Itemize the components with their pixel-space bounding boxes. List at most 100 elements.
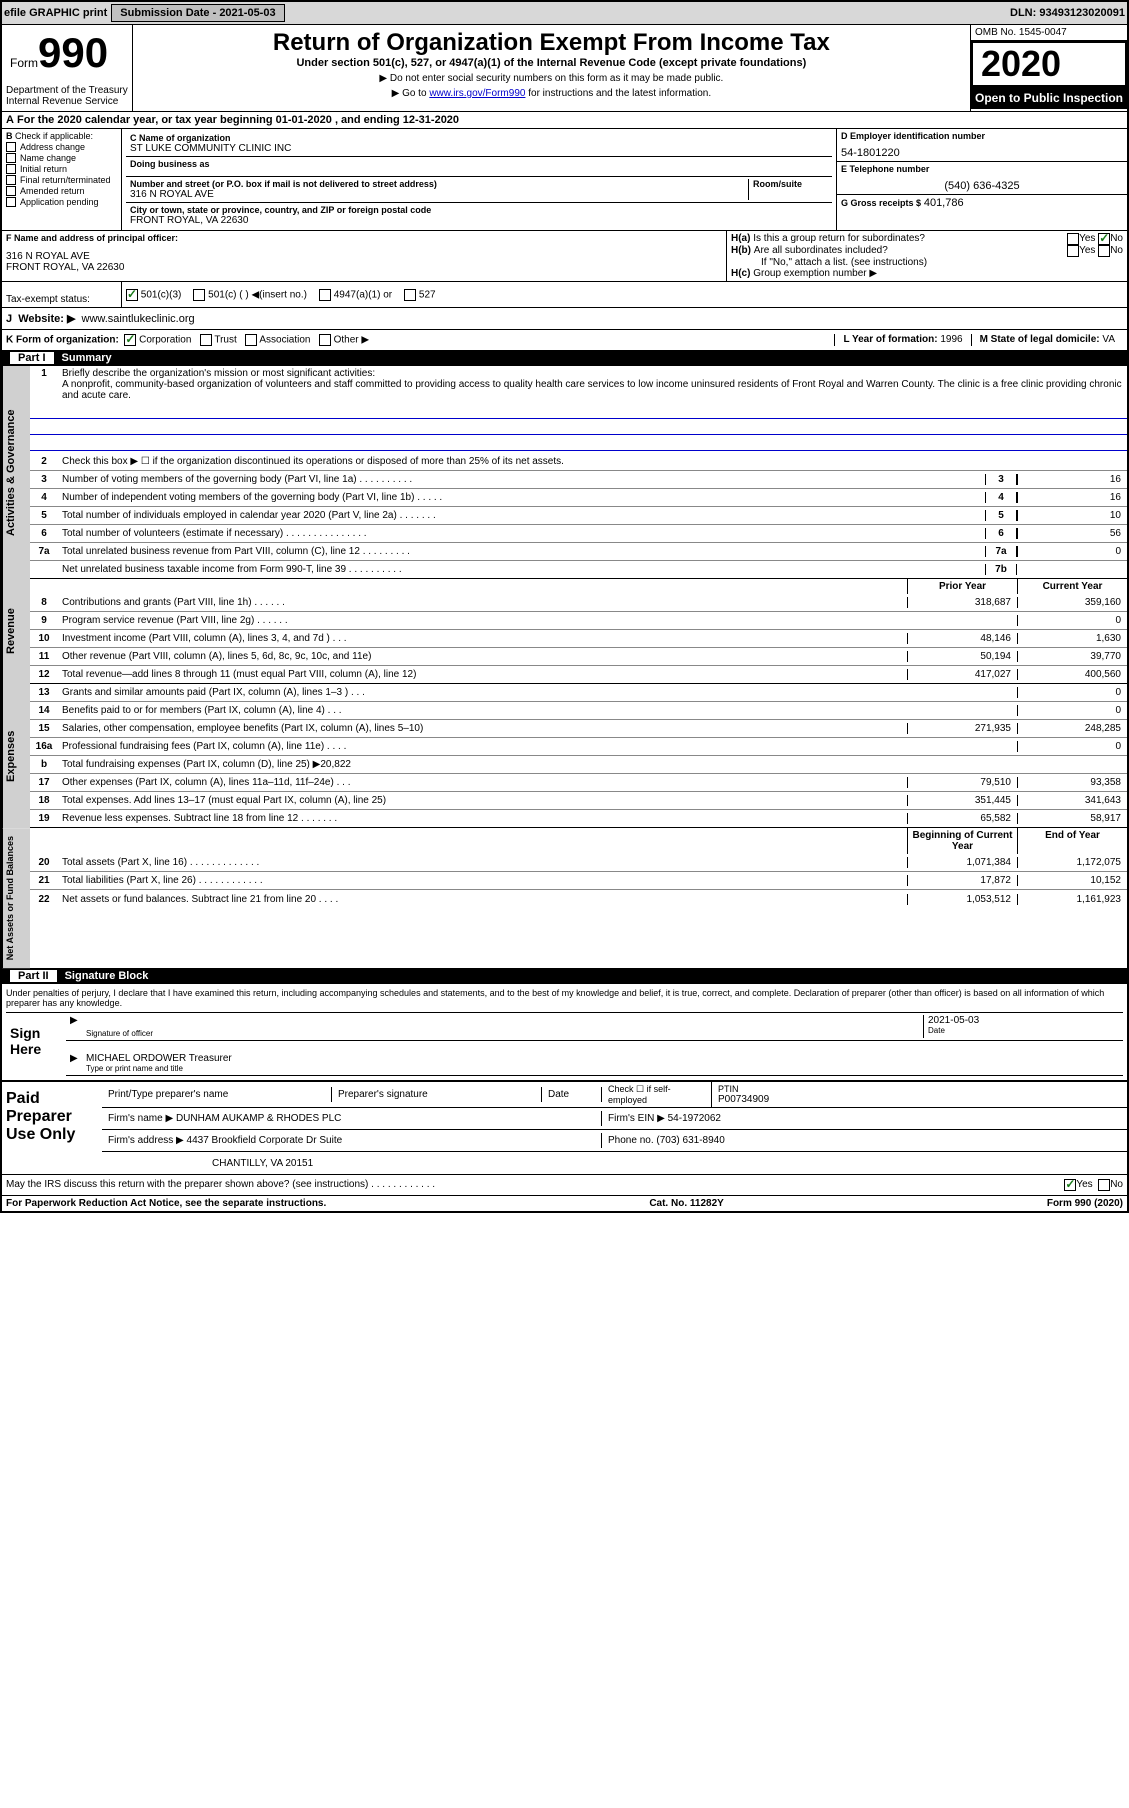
l13-current: 0 — [1017, 687, 1127, 698]
l12-prior: 417,027 — [907, 669, 1017, 680]
firm-addr1: 4437 Brookfield Corporate Dr Suite — [187, 1135, 343, 1146]
l10-current: 1,630 — [1017, 633, 1127, 644]
check-column: B Check if applicable: Address change Na… — [2, 129, 122, 230]
line4-value: 16 — [1017, 492, 1127, 503]
l9-current: 0 — [1017, 615, 1127, 626]
l19-prior: 65,582 — [907, 813, 1017, 824]
declaration-text: Under penalties of perjury, I declare th… — [6, 988, 1123, 1008]
final-return-checkbox[interactable] — [6, 175, 16, 185]
l20-current: 1,172,075 — [1017, 857, 1127, 868]
sign-here-label: Sign Here — [6, 1013, 66, 1076]
501c3-checkbox[interactable] — [126, 289, 138, 301]
l18-prior: 351,445 — [907, 795, 1017, 806]
discuss-yes-checkbox[interactable] — [1064, 1179, 1076, 1191]
discuss-text: May the IRS discuss this return with the… — [6, 1179, 1064, 1191]
l21-current: 10,152 — [1017, 875, 1127, 886]
netassets-sidebar: Net Assets or Fund Balances — [2, 828, 30, 968]
l16a-current: 0 — [1017, 741, 1127, 752]
org-name: ST LUKE COMMUNITY CLINIC INC — [130, 143, 828, 154]
end-year-header: End of Year — [1017, 828, 1127, 854]
firm-name: DUNHAM AUKAMP & RHODES PLC — [176, 1113, 341, 1124]
paperwork-notice: For Paperwork Reduction Act Notice, see … — [6, 1198, 326, 1209]
association-checkbox[interactable] — [245, 334, 257, 346]
efile-label: efile GRAPHIC print — [4, 7, 107, 19]
website-value: www.saintlukeclinic.org — [82, 313, 195, 325]
initial-return-checkbox[interactable] — [6, 164, 16, 174]
submission-date: Submission Date - 2021-05-03 — [111, 4, 284, 22]
l15-prior: 271,935 — [907, 723, 1017, 734]
prior-year-header: Prior Year — [907, 579, 1017, 594]
l17-current: 93,358 — [1017, 777, 1127, 788]
hb-yes-checkbox[interactable] — [1067, 245, 1079, 257]
l21-prior: 17,872 — [907, 875, 1017, 886]
sig-date: 2021-05-03 — [928, 1015, 1123, 1026]
trust-checkbox[interactable] — [200, 334, 212, 346]
name-change-checkbox[interactable] — [6, 153, 16, 163]
year-formation: 1996 — [940, 334, 962, 345]
begin-year-header: Beginning of Current Year — [907, 828, 1017, 854]
dln-label: DLN: 93493123020091 — [1010, 7, 1125, 19]
firm-phone: (703) 631-8940 — [656, 1135, 724, 1146]
discuss-no-checkbox[interactable] — [1098, 1179, 1110, 1191]
l17-prior: 79,510 — [907, 777, 1017, 788]
org-block: C Name of organizationST LUKE COMMUNITY … — [122, 129, 837, 230]
form-footer: Form 990 (2020) — [1047, 1198, 1123, 1209]
l8-prior: 318,687 — [907, 597, 1017, 608]
org-city: FRONT ROYAL, VA 22630 — [130, 215, 828, 226]
ha-no-checkbox[interactable] — [1098, 233, 1110, 245]
part1-header: Part I Summary — [2, 350, 1127, 366]
l15-current: 248,285 — [1017, 723, 1127, 734]
mission-text: A nonprofit, community-based organizatio… — [62, 379, 1122, 401]
org-address: 316 N ROYAL AVE — [130, 189, 748, 200]
revenue-sidebar: Revenue — [2, 579, 30, 684]
form-label: Form — [10, 56, 38, 70]
527-checkbox[interactable] — [404, 289, 416, 301]
other-checkbox[interactable] — [319, 334, 331, 346]
line3-value: 16 — [1017, 474, 1127, 485]
paid-preparer-label: Paid Preparer Use Only — [2, 1082, 102, 1174]
corporation-checkbox[interactable] — [124, 334, 136, 346]
line5-value: 10 — [1017, 510, 1127, 521]
l20-prior: 1,071,384 — [907, 857, 1017, 868]
tax-status-label: Tax-exempt status: — [6, 294, 90, 305]
department-label: Department of the Treasury Internal Reve… — [2, 81, 133, 111]
l11-current: 39,770 — [1017, 651, 1127, 662]
period-line: A For the 2020 calendar year, or tax yea… — [2, 111, 1127, 128]
top-bar: efile GRAPHIC print Submission Date - 20… — [2, 2, 1127, 25]
ha-yes-checkbox[interactable] — [1067, 233, 1079, 245]
application-pending-checkbox[interactable] — [6, 197, 16, 207]
form-number: 990 — [38, 29, 108, 76]
l14-current: 0 — [1017, 705, 1127, 716]
form-subtitle: Under section 501(c), 527, or 4947(a)(1)… — [137, 57, 966, 69]
officer-addr2: FRONT ROYAL, VA 22630 — [6, 262, 722, 273]
title-block: Return of Organization Exempt From Incom… — [133, 25, 970, 111]
form-note2: ▶ Go to www.irs.gov/Form990 for instruct… — [137, 88, 966, 99]
line6-value: 56 — [1017, 528, 1127, 539]
receipts-value: 401,786 — [924, 197, 964, 209]
l12-current: 400,560 — [1017, 669, 1127, 680]
l22-current: 1,161,923 — [1017, 894, 1127, 905]
sig-name: MICHAEL ORDOWER Treasurer — [86, 1053, 232, 1064]
firm-ein: 54-1972062 — [668, 1113, 721, 1124]
address-change-checkbox[interactable] — [6, 142, 16, 152]
form-title: Return of Organization Exempt From Incom… — [137, 29, 966, 57]
501c-checkbox[interactable] — [193, 289, 205, 301]
hb-no-checkbox[interactable] — [1098, 245, 1110, 257]
website-row: J Website: ▶ www.saintlukeclinic.org — [2, 307, 1127, 329]
phone-value: (540) 636-4325 — [841, 180, 1123, 192]
l19-current: 58,917 — [1017, 813, 1127, 824]
form990-link[interactable]: www.irs.gov/Form990 — [429, 88, 525, 99]
l11-prior: 50,194 — [907, 651, 1017, 662]
current-year-header: Current Year — [1017, 579, 1127, 594]
year-block: OMB No. 1545-0047 2020 Open to Public In… — [970, 25, 1127, 111]
l22-prior: 1,053,512 — [907, 894, 1017, 905]
open-public: Open to Public Inspection — [971, 87, 1127, 109]
expenses-sidebar: Expenses — [2, 684, 30, 828]
amended-return-checkbox[interactable] — [6, 186, 16, 196]
part2-header: Part II Signature Block — [2, 968, 1127, 984]
l8-current: 359,160 — [1017, 597, 1127, 608]
line7a-value: 0 — [1017, 546, 1127, 557]
form-number-block: Form990 — [2, 25, 133, 81]
4947-checkbox[interactable] — [319, 289, 331, 301]
l10-prior: 48,146 — [907, 633, 1017, 644]
